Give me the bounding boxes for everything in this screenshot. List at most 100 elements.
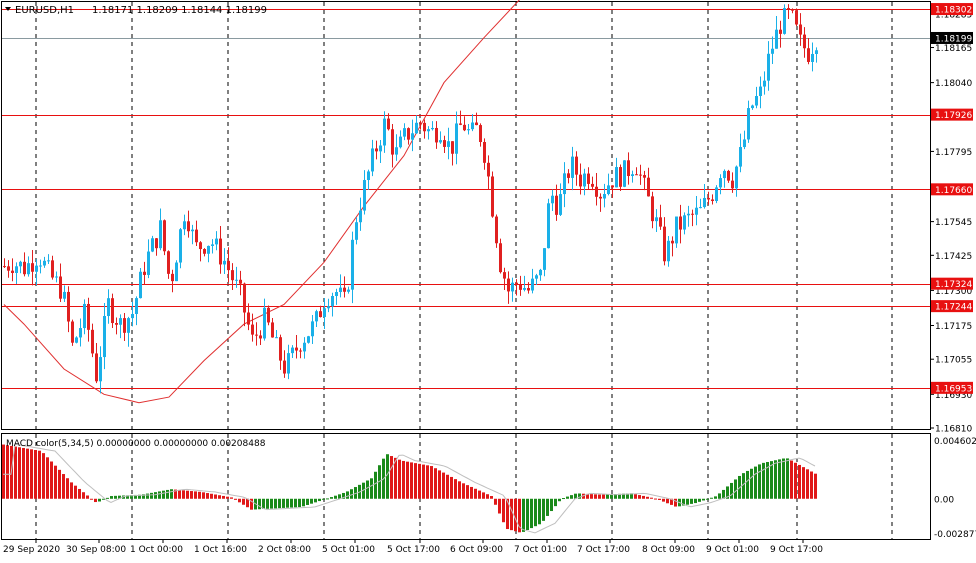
candle-body [787,8,790,10]
macd-bar [622,493,625,499]
candle-body [419,122,422,124]
candle-body [615,167,618,188]
candle-body [607,185,610,195]
macd-bar [430,466,433,499]
candle [755,86,758,109]
macd-bar [746,470,749,499]
candle-body [799,24,802,35]
candle-body [635,174,638,176]
macd-bar [674,498,677,507]
macd-bar [750,468,753,499]
candle [759,76,762,109]
price-axis: 1.18285 1.18165 1.18040 1.17795 1.17545 1.174… [930,10,972,435]
candle-body [87,303,90,330]
macd-bar [350,489,353,499]
candle-body [267,307,270,323]
macd-bar [594,494,597,499]
macd-bar [306,498,309,505]
macd-bar [54,465,57,499]
macd-bar [534,498,537,527]
candle-body [7,266,10,271]
candles[interactable] [3,4,818,394]
price-label: 1.18165 [935,44,972,54]
candle [779,20,782,48]
macd-bar [38,450,41,499]
candle [735,165,738,197]
candle [507,271,510,304]
candle-body [507,278,510,292]
macd-bar [126,495,129,499]
candle [219,225,222,274]
candle-body [207,245,210,254]
candle [235,266,238,288]
candle [91,323,94,358]
candle-body [119,318,122,325]
macd-bar [234,498,237,500]
candle-body [455,123,458,154]
macd-bar [18,447,21,499]
candle-body [603,194,606,199]
candle [331,292,334,317]
candle-body [191,229,194,232]
candle [139,268,142,299]
level-lines[interactable] [2,9,930,389]
candle-body [259,335,262,339]
dropdown-triangle-icon[interactable] [5,7,11,11]
candle-body [599,196,602,199]
candle [231,263,234,291]
candle [459,110,462,126]
candle-body [531,278,534,291]
candle [203,248,206,257]
macd-bar [542,498,545,521]
macd-bar [78,488,81,499]
macd-bar [458,481,461,499]
candle [487,155,490,190]
candle-body [415,122,418,134]
candle [643,170,646,191]
macd-bar [726,486,729,499]
candle [555,184,558,221]
candle-body [671,240,674,244]
macd-bar [338,494,341,499]
candle [411,119,414,152]
candle-body [479,125,482,143]
macd-bar [574,493,577,499]
candle [387,113,390,131]
macd-bar [634,494,637,499]
macd-axis-label: 0.0046026 [934,437,976,447]
candle-body [231,270,234,281]
candle [491,171,494,218]
candle [135,296,138,326]
candle [315,309,318,328]
time-label: 30 Sep 08:00 [66,545,126,555]
candle-body [475,122,478,126]
candle [571,146,574,191]
candle [75,336,78,344]
candle-body [691,213,694,215]
candle-body [403,128,406,137]
candle-body [139,271,142,299]
macd-bar [538,498,541,525]
candle-body [315,311,318,322]
macd-bar [26,448,29,499]
level-tags: 1.18302 1.17926 1.17660 1.17324 1.17244 1.169… [931,3,973,394]
candle [711,194,714,205]
candle [39,259,42,274]
macd-bar [322,498,325,500]
time-label: 2 Oct 08:00 [258,545,311,555]
candle [791,8,794,14]
candle [627,152,630,185]
candle-body [483,142,486,163]
candle-body [355,222,358,240]
candle [471,114,474,132]
macd-bar [626,493,629,499]
candle [343,276,346,298]
macd-bar [386,454,389,499]
macd-bar [606,494,609,499]
macd-bar [670,498,673,505]
candle-body [363,180,366,211]
candle-body [687,213,690,216]
candle-body [659,217,662,227]
